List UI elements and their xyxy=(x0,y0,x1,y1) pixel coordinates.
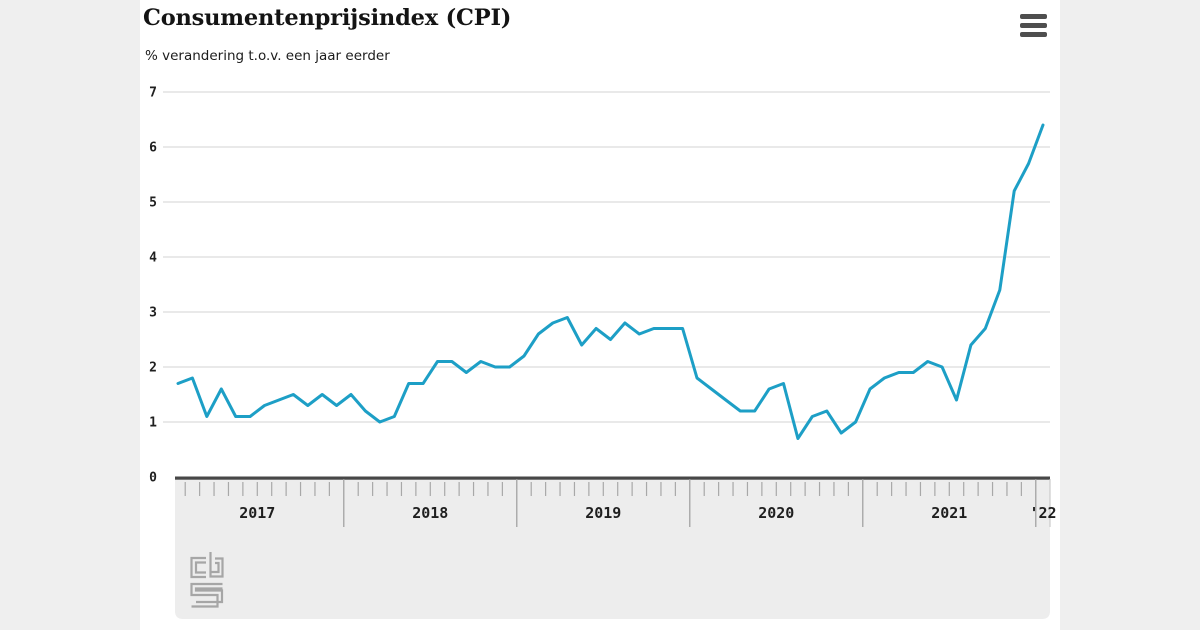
svg-text:2020: 2020 xyxy=(758,504,794,522)
hamburger-menu-icon xyxy=(1020,32,1047,37)
svg-text:2018: 2018 xyxy=(412,504,448,522)
svg-text:3: 3 xyxy=(149,306,157,321)
svg-text:2: 2 xyxy=(149,361,157,376)
svg-text:6: 6 xyxy=(149,141,157,156)
svg-text:2019: 2019 xyxy=(585,504,621,522)
svg-text:2021: 2021 xyxy=(931,504,967,522)
svg-text:4: 4 xyxy=(149,251,157,266)
chart-subtitle: % verandering t.o.v. een jaar eerder xyxy=(145,48,390,64)
svg-text:7: 7 xyxy=(149,86,157,101)
svg-text:'22: '22 xyxy=(1029,504,1056,522)
hamburger-menu-icon xyxy=(1020,14,1047,19)
svg-text:2017: 2017 xyxy=(239,504,275,522)
menu-button[interactable] xyxy=(1020,14,1047,37)
cpi-line-chart[interactable]: 2017 2018 2019 2020 2021 '22 0 1 2 3 4 5 6 7 xyxy=(140,0,1060,630)
chart-title: Consumentenprijsindex (CPI) xyxy=(143,5,512,31)
cbs-logo xyxy=(190,552,224,608)
hamburger-menu-icon xyxy=(1020,23,1047,28)
svg-text:0: 0 xyxy=(149,471,157,486)
chart-card: 2017 2018 2019 2020 2021 '22 0 1 2 3 4 5 6 7 Consumen… xyxy=(140,0,1060,630)
svg-text:5: 5 xyxy=(149,196,157,211)
svg-text:1: 1 xyxy=(149,416,157,431)
cpi-series-line[interactable] xyxy=(176,123,1045,440)
